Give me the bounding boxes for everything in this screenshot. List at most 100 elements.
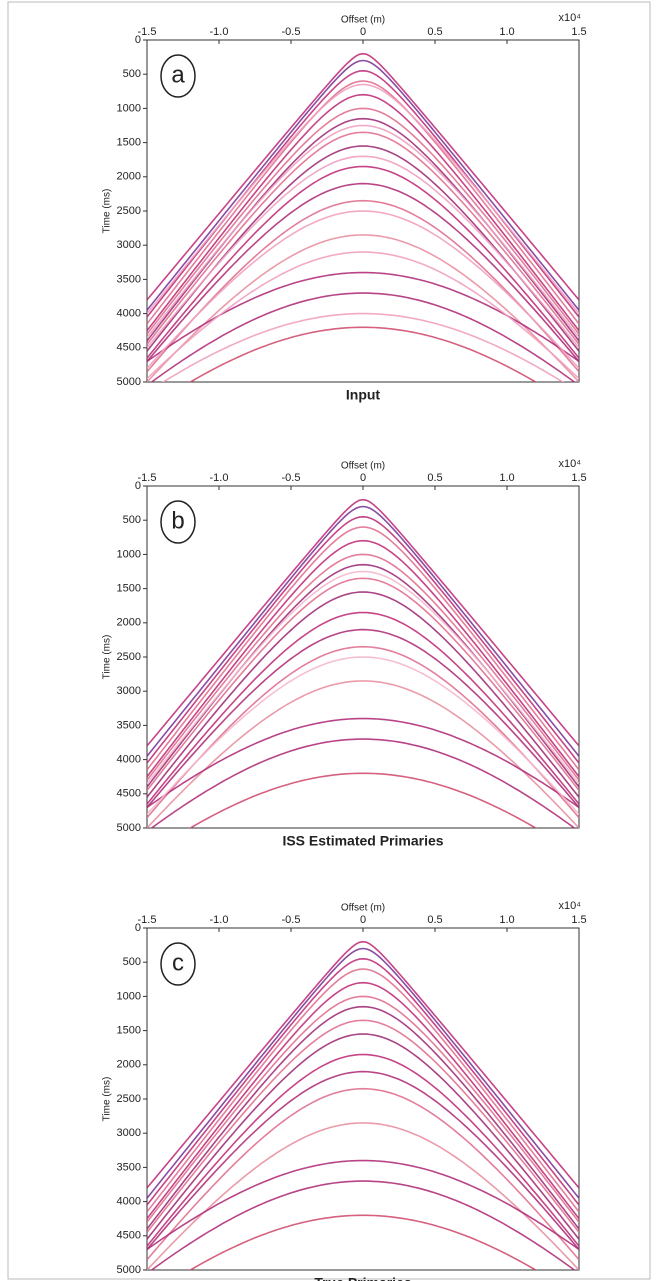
event-curve bbox=[147, 1070, 579, 1251]
x-tick-label: 0 bbox=[360, 914, 366, 926]
event-curve bbox=[147, 1122, 579, 1270]
y-tick-label: 1000 bbox=[117, 990, 141, 1002]
event-curve bbox=[188, 1214, 538, 1270]
x-axis-label: Offset (m) bbox=[341, 903, 385, 914]
y-tick-label: 0 bbox=[135, 922, 141, 934]
x-tick-label: 0 bbox=[360, 472, 366, 484]
x-tick-label: -1.5 bbox=[138, 26, 157, 38]
event-curve bbox=[147, 182, 579, 363]
event-curve bbox=[147, 553, 579, 781]
y-tick-label: 3000 bbox=[117, 685, 141, 697]
y-tick-label: 5000 bbox=[117, 376, 141, 388]
event-curve bbox=[147, 591, 579, 798]
event-curve bbox=[147, 515, 579, 764]
event-curve bbox=[147, 656, 579, 815]
y-tick-label: 2500 bbox=[117, 1093, 141, 1105]
y-tick-label: 5000 bbox=[117, 1264, 141, 1276]
y-tick-label: 4500 bbox=[117, 342, 141, 354]
x-tick-label: -0.5 bbox=[282, 914, 301, 926]
x-tick-label: 1.0 bbox=[499, 472, 514, 484]
y-tick-label: 3000 bbox=[117, 1127, 141, 1139]
caption: ISS Estimated Primaries bbox=[282, 833, 443, 849]
event-curve bbox=[150, 738, 576, 828]
event-curve bbox=[147, 165, 579, 359]
y-tick-label: 2000 bbox=[117, 1059, 141, 1071]
y-tick-label: 3500 bbox=[117, 273, 141, 285]
frame bbox=[7, 1, 651, 1280]
y-tick-label: 0 bbox=[135, 480, 141, 492]
event-curve bbox=[147, 498, 579, 747]
x-tick-label: 0.5 bbox=[427, 914, 442, 926]
event-curve bbox=[147, 1053, 579, 1247]
event-curve bbox=[147, 505, 579, 757]
events bbox=[147, 52, 579, 382]
x-tick-label: 0 bbox=[360, 26, 366, 38]
event-curve bbox=[147, 1005, 579, 1230]
event-curve bbox=[147, 210, 579, 369]
y-tick-label: 1500 bbox=[117, 583, 141, 595]
event-curve bbox=[147, 234, 579, 382]
y-tick-label: 2000 bbox=[117, 171, 141, 183]
event-curve bbox=[188, 772, 538, 828]
x-multiplier: x10⁴ bbox=[559, 12, 582, 24]
event-curve bbox=[147, 645, 579, 819]
y-tick-label: 2500 bbox=[117, 205, 141, 217]
label-circle bbox=[160, 500, 196, 544]
event-curve bbox=[147, 1019, 579, 1233]
event-curve bbox=[147, 981, 579, 1220]
event-curve bbox=[147, 83, 579, 315]
event-curve bbox=[150, 1180, 576, 1270]
x-tick-label: -0.5 bbox=[282, 472, 301, 484]
event-curve bbox=[147, 717, 579, 809]
event-curve bbox=[188, 326, 538, 382]
event-curve bbox=[147, 124, 579, 338]
event-curve bbox=[147, 155, 579, 349]
plot-area bbox=[146, 927, 580, 1271]
y-tick-label: 4000 bbox=[117, 308, 141, 320]
panel: -1.5 -1.0 -0.5 0 0.5 1.0 1.5 0 500 1000 1500 2000 25… bbox=[102, 900, 587, 1281]
events bbox=[147, 498, 579, 828]
event-curve bbox=[147, 680, 579, 828]
y-tick-label: 0 bbox=[135, 34, 141, 46]
x-axis-label: Offset (m) bbox=[341, 461, 385, 472]
y-tick-label: 5000 bbox=[117, 822, 141, 834]
x-tick-label: -1.5 bbox=[138, 472, 157, 484]
y-tick-label: 500 bbox=[123, 956, 141, 968]
panel-label: b bbox=[171, 507, 184, 534]
y-tick-label: 4000 bbox=[117, 1196, 141, 1208]
event-curve bbox=[161, 312, 565, 382]
y-axis-label: Time (ms) bbox=[102, 1077, 113, 1122]
event-curve bbox=[147, 995, 579, 1223]
x-axis-label: Offset (m) bbox=[341, 15, 385, 26]
event-curve bbox=[147, 251, 579, 380]
y-tick-label: 4500 bbox=[117, 788, 141, 800]
event-curve bbox=[147, 526, 579, 771]
panel: -1.5 -1.0 -0.5 0 0.5 1.0 1.5 0 500 1000 1500 2000 25… bbox=[102, 12, 587, 403]
x-tick-label: 0.5 bbox=[427, 472, 442, 484]
y-tick-label: 2500 bbox=[117, 651, 141, 663]
event-curve bbox=[147, 1159, 579, 1251]
x-tick-label: 1.5 bbox=[571, 914, 586, 926]
y-tick-label: 1500 bbox=[117, 137, 141, 149]
event-curve bbox=[147, 59, 579, 311]
panel: -1.5 -1.0 -0.5 0 0.5 1.0 1.5 0 500 1000 1500 2000 25… bbox=[102, 458, 587, 849]
caption: Input bbox=[346, 387, 381, 403]
y-tick-label: 1000 bbox=[117, 102, 141, 114]
x-tick-label: -1.5 bbox=[138, 914, 157, 926]
y-tick-label: 2000 bbox=[117, 617, 141, 629]
y-axis-label: Time (ms) bbox=[102, 189, 113, 234]
x-tick-label: -1.0 bbox=[210, 26, 229, 38]
y-tick-label: 4000 bbox=[117, 754, 141, 766]
x-multiplier: x10⁴ bbox=[559, 900, 582, 912]
panel-label: a bbox=[171, 61, 185, 88]
x-tick-label: -1.0 bbox=[210, 914, 229, 926]
x-multiplier: x10⁴ bbox=[559, 458, 582, 470]
event-curve bbox=[147, 199, 579, 373]
x-tick-label: 1.5 bbox=[571, 472, 586, 484]
caption: True Primaries bbox=[314, 1275, 411, 1281]
label-circle bbox=[160, 54, 196, 98]
event-curve bbox=[147, 1087, 579, 1261]
event-curve bbox=[147, 947, 579, 1199]
event-curve bbox=[147, 107, 579, 335]
